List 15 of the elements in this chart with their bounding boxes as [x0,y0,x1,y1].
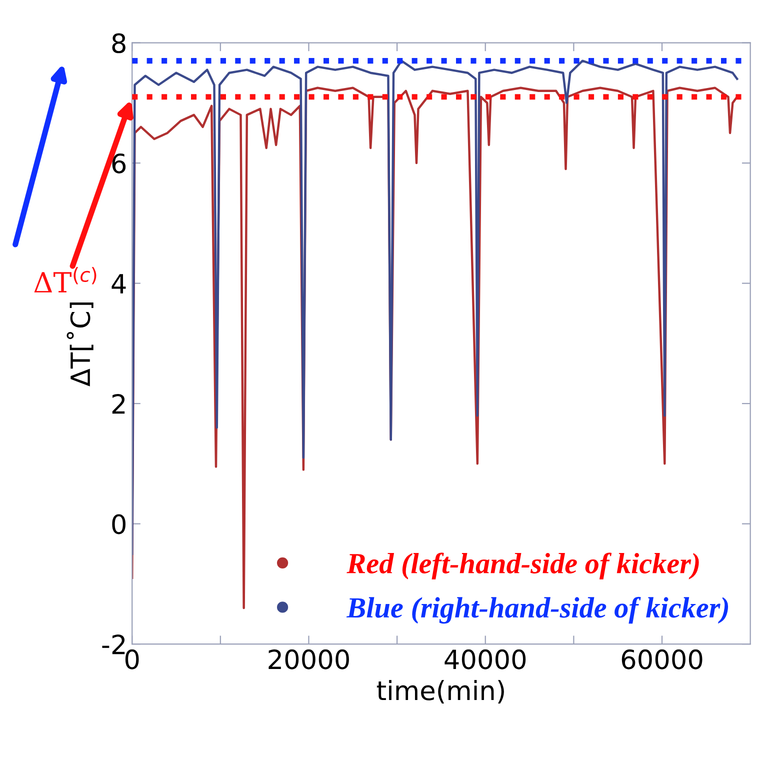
ref-line-label: ΔT$^{(c)}$ [34,266,96,292]
y-tick-label: 8 [112,33,126,54]
x-tick-label: 0 [125,649,139,670]
legend-label: Red (left-hand-side of kicker) [346,552,699,580]
y-tick-label: 4 [112,274,126,294]
x-tick-label: 40000 [444,649,526,670]
y-tick-label: -2 [102,634,125,654]
y-tick-label: 2 [112,394,125,414]
y-tick-label: 6 [112,153,126,174]
y-tick-label: 0 [112,514,126,534]
x-axis-title: time(min) [376,680,504,704]
x-tick-label: 20000 [268,649,349,670]
y-axis-title: ΔT[˚C] [66,302,94,386]
x-tick-label: 60000 [622,649,702,670]
legend-label: Blue (right-hand-side of kicker) [346,596,728,624]
